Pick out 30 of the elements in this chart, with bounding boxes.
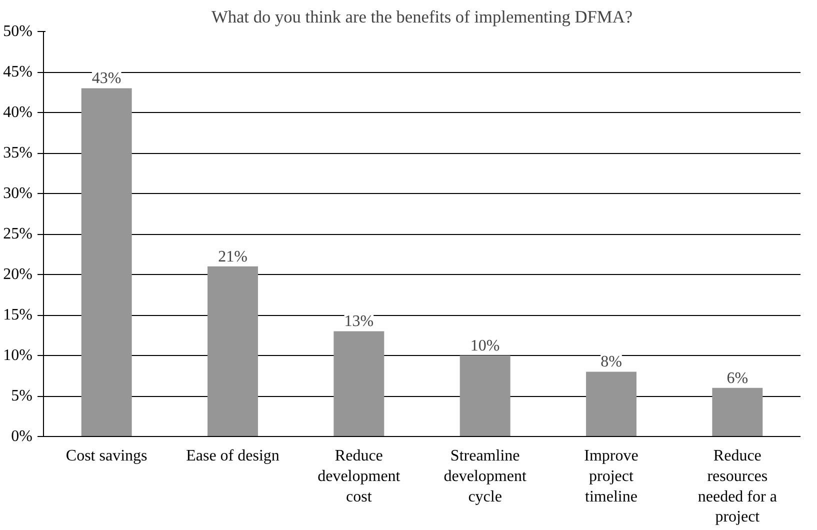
- y-tick-label: 30%: [3, 185, 32, 202]
- bar: [334, 331, 384, 436]
- y-tick-label: 5%: [11, 388, 32, 404]
- y-tick-label: 50%: [3, 23, 32, 40]
- y-tick-label: 10%: [3, 347, 32, 364]
- y-tick-label: 40%: [3, 104, 32, 121]
- bar: [81, 88, 132, 436]
- y-tick-label: 0%: [11, 428, 32, 445]
- bar: [460, 356, 510, 436]
- data-label: 13%: [344, 313, 374, 330]
- y-tick-label: 20%: [3, 266, 32, 283]
- chart-title: What do you think are the benefits of implementing DFMA?: [211, 8, 633, 26]
- data-label: 10%: [470, 338, 500, 354]
- y-tick-label: 35%: [3, 144, 32, 162]
- y-tick-label: 45%: [3, 64, 32, 80]
- y-tick-label: 15%: [3, 306, 32, 324]
- x-tick-label: Ease of design: [186, 448, 280, 464]
- y-tick-label: 25%: [3, 226, 32, 242]
- data-label: 43%: [92, 70, 122, 88]
- data-label: 6%: [726, 370, 748, 387]
- bar: [208, 266, 258, 436]
- x-tick-label: Improve project timeline: [584, 448, 638, 506]
- x-tick-label: Cost savings: [66, 448, 148, 464]
- data-label: 21%: [218, 248, 248, 266]
- x-tick-label: Streamline development cycle: [444, 448, 527, 506]
- x-tick-label: Reduce resources needed for a project: [698, 448, 777, 526]
- x-tick-label: Reduce development cost: [318, 448, 401, 506]
- bar: [712, 388, 763, 436]
- data-label: 8%: [600, 354, 622, 371]
- bar: [586, 372, 636, 436]
